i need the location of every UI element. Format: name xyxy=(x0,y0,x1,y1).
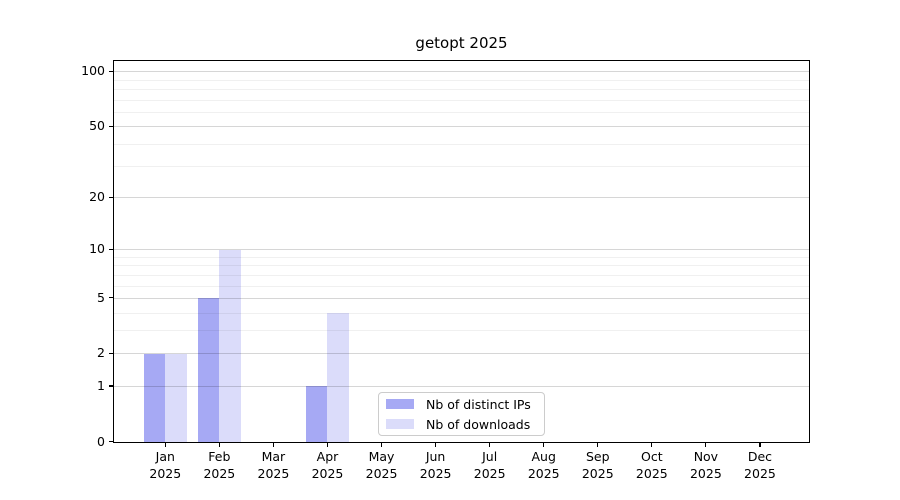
y-tick-label-10: 10 xyxy=(89,241,105,257)
legend-label-downloads: Nb of downloads xyxy=(426,416,531,432)
x-tick-label-aug: Aug 2025 xyxy=(527,449,560,481)
y-tick-10 xyxy=(108,248,113,250)
y-tick-label-0: 0 xyxy=(97,433,105,449)
x-tick-nov xyxy=(705,443,707,448)
y-tick-label-20: 20 xyxy=(89,189,105,205)
gridline-major-50 xyxy=(114,126,809,128)
y-tick-label-100: 100 xyxy=(81,63,105,79)
y-tick-100 xyxy=(108,70,113,72)
x-tick-label-may: May 2025 xyxy=(365,449,398,481)
x-tick-label-jul: Jul 2025 xyxy=(473,449,506,481)
x-tick-apr xyxy=(326,443,329,448)
gridline-minor-3 xyxy=(114,330,809,332)
gridline-minor-70 xyxy=(114,99,809,101)
gridline-major-20 xyxy=(114,197,809,199)
x-tick-jun xyxy=(435,443,437,448)
legend-swatch-distinct-ips xyxy=(386,399,414,409)
gridline-minor-6 xyxy=(114,285,809,287)
gridline-major-1 xyxy=(114,386,809,387)
y-tick-label-50: 50 xyxy=(89,118,105,134)
y-tick-label-5: 5 xyxy=(97,289,105,305)
gridline-minor-7 xyxy=(114,274,809,276)
x-tick-jul xyxy=(489,443,491,448)
gridline-major-5 xyxy=(114,297,809,299)
gridline-minor-4 xyxy=(114,312,809,314)
x-tick-label-feb: Feb 2025 xyxy=(203,449,236,481)
y-tick-5 xyxy=(108,297,113,299)
y-tick-20 xyxy=(108,196,113,198)
bar-nb-of-distinct-ips-apr xyxy=(305,386,328,442)
legend: Nb of distinct IPs Nb of downloads xyxy=(378,392,545,436)
gridline-minor-60 xyxy=(114,111,809,113)
x-tick-aug xyxy=(543,443,545,448)
gridline-minor-80 xyxy=(114,89,809,91)
y-tick-0 xyxy=(108,441,113,443)
x-tick-label-sep: Sep 2025 xyxy=(581,449,614,481)
x-tick-feb xyxy=(218,443,220,448)
y-tick-2 xyxy=(108,352,113,355)
gridline-major-100 xyxy=(114,71,809,73)
gridline-major-10 xyxy=(114,249,809,251)
y-tick-1 xyxy=(108,385,113,387)
bar-nb-of-downloads-jan xyxy=(165,353,187,442)
bar-nb-of-downloads-apr xyxy=(327,312,350,442)
x-tick-label-oct: Oct 2025 xyxy=(635,449,668,481)
plot-area: 0 1 2 5 10 20 50 100 Jan 2025 Feb 2025 Mar 2025 Apr… xyxy=(81,60,810,481)
chart-title: getopt 2025 xyxy=(415,34,508,52)
grid-layer xyxy=(114,61,809,442)
gridline-minor-8 xyxy=(114,265,809,267)
x-tick-sep xyxy=(597,443,599,448)
legend-swatch-downloads xyxy=(386,419,414,429)
bar-nb-of-distinct-ips-jan xyxy=(143,353,166,442)
x-tick-label-jan: Jan 2025 xyxy=(149,449,182,481)
bar-nb-of-distinct-ips-feb xyxy=(197,298,220,442)
legend-item-distinct-ips: Nb of distinct IPs xyxy=(386,394,544,414)
x-tick-label-dec: Dec 2025 xyxy=(744,449,776,481)
gridline-minor-9 xyxy=(114,256,809,258)
x-tick-label-mar: Mar 2025 xyxy=(257,449,290,481)
gridline-minor-30 xyxy=(114,166,809,168)
bar-nb-of-downloads-feb xyxy=(219,249,241,442)
legend-label-distinct-ips: Nb of distinct IPs xyxy=(426,396,531,412)
x-tick-label-jun: Jun 2025 xyxy=(419,449,452,481)
gridline-minor-40 xyxy=(114,143,809,145)
x-tick-label-nov: Nov 2025 xyxy=(689,449,722,481)
bars-layer xyxy=(114,61,809,442)
gridline-major-2 xyxy=(114,353,809,355)
x-tick-dec xyxy=(759,443,761,448)
y-tick-50 xyxy=(108,125,113,127)
y-tick-label-1: 1 xyxy=(97,378,105,393)
y-tick-label-2: 2 xyxy=(97,345,105,361)
axis-layer: 0 1 2 5 10 20 50 100 Jan 2025 Feb 2025 Mar 2025 Apr… xyxy=(81,61,809,481)
gridline-minor-90 xyxy=(114,79,809,81)
legend-item-downloads: Nb of downloads xyxy=(386,414,544,434)
x-tick-may xyxy=(380,443,383,448)
x-tick-oct xyxy=(651,443,653,448)
x-tick-label-apr: Apr 2025 xyxy=(311,449,344,481)
x-tick-jan xyxy=(164,443,166,448)
x-tick-mar xyxy=(272,443,274,448)
